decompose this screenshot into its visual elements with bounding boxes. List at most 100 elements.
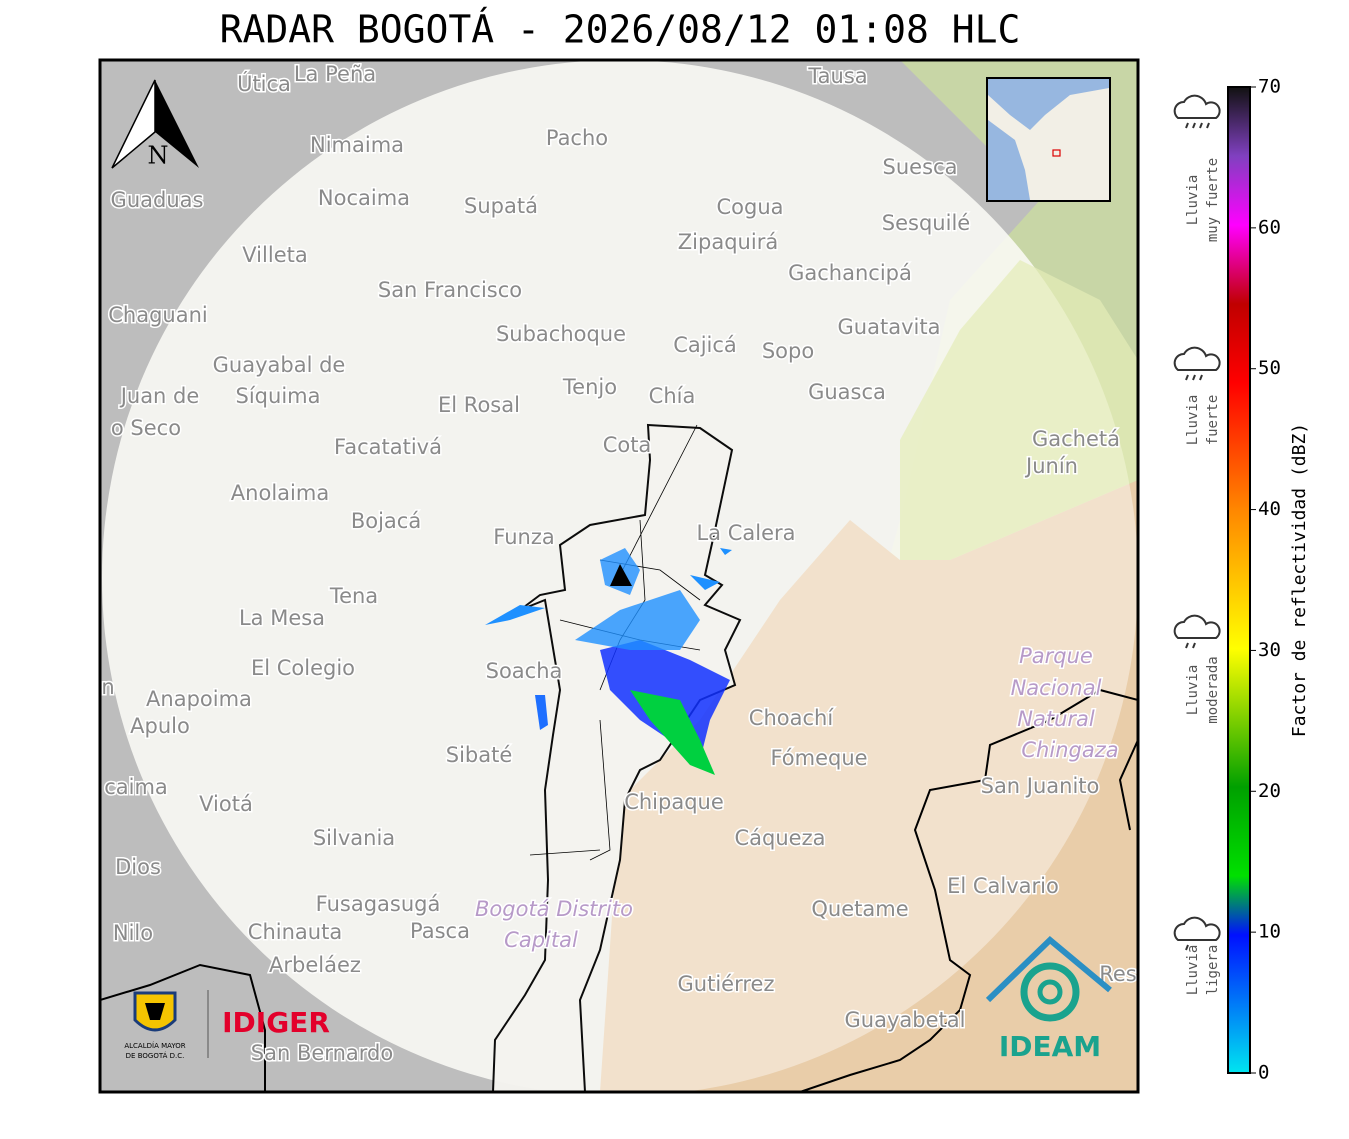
rain-drop xyxy=(1192,642,1196,649)
colorbar-tick-label: 70 xyxy=(1258,76,1281,98)
colorbar-ticks: 0 10 20 30 40 50 60 70 xyxy=(1250,76,1281,1084)
place-label: Chingaza xyxy=(1021,738,1118,762)
legend-label: Lluvia xyxy=(1185,665,1201,716)
logo-ideam: IDEAM xyxy=(985,935,1112,1063)
place-label: Cogua xyxy=(716,195,783,219)
place-label: Quetame xyxy=(811,897,908,921)
places: Útica La Peña Tausa Pacho Nimaima Guaduas Noca… xyxy=(100,61,1138,1067)
colorbar-tick-label: 30 xyxy=(1258,639,1281,661)
place-label: Viotá xyxy=(199,792,253,816)
place-label: La Calera xyxy=(696,521,795,545)
rain-drop xyxy=(1206,122,1210,129)
map xyxy=(100,60,1138,1092)
place-label: Supatá xyxy=(464,194,538,218)
place-label: Cota xyxy=(603,433,652,457)
place-label: San Bernardo xyxy=(251,1041,393,1065)
place-label: El Rosal xyxy=(438,393,520,417)
place-label: Villeta xyxy=(242,243,307,267)
inset-map xyxy=(986,77,1111,202)
place-label: Fusagasugá xyxy=(316,892,441,916)
place-label: San Juanito xyxy=(981,774,1100,798)
rain-drop xyxy=(1199,374,1203,381)
compass: N xyxy=(111,79,199,170)
rain-drop xyxy=(1192,374,1196,381)
compass-label: N xyxy=(148,142,169,170)
colorbar-tick-label: 40 xyxy=(1258,498,1281,520)
place-label: Silvania xyxy=(313,826,395,850)
rain-drop xyxy=(1185,944,1189,951)
legend-label: fuerte xyxy=(1205,395,1221,446)
place-label: Capital xyxy=(504,928,578,952)
colorbar xyxy=(1227,86,1251,1074)
rain-drop xyxy=(1185,642,1189,649)
place-label: Zipaquirá xyxy=(678,230,778,254)
place-label: Síquima xyxy=(236,384,321,408)
place-label: Soacha xyxy=(486,659,563,683)
rain-drop xyxy=(1185,374,1189,381)
place-label: Chipaque xyxy=(624,790,724,814)
place-label: Nimaima xyxy=(310,133,404,157)
place-label: Anolaima xyxy=(231,481,329,505)
place-label: Juan de xyxy=(119,384,200,408)
weather-icon xyxy=(1173,94,1221,119)
place-label: Funza xyxy=(493,525,554,549)
place-label: Junín xyxy=(1024,454,1078,478)
colorbar-tick-label: 0 xyxy=(1258,1062,1269,1084)
colorbar-tick-label: 20 xyxy=(1258,780,1281,802)
place-label: Sesquilé xyxy=(882,211,970,235)
place-label: caima xyxy=(104,775,168,799)
logo-alcaldia: ALCALDÍA MAYOR DE BOGOTÁ D.C. IDIGER xyxy=(124,990,330,1060)
rain-drop xyxy=(1185,122,1189,129)
legend-label: Lluvia xyxy=(1185,945,1201,996)
place-label: Arbeláez xyxy=(269,953,361,977)
place-label: Subachoque xyxy=(496,322,626,346)
place-label: Nocaima xyxy=(318,186,410,210)
title: RADAR BOGOTÁ - 2026/08/12 01:08 HLC xyxy=(220,8,1021,52)
logo-text: DE BOGOTÁ D.C. xyxy=(126,1051,185,1060)
place-label: Chía xyxy=(649,384,696,408)
rain-drop xyxy=(1192,122,1196,129)
rain-drop xyxy=(1199,122,1203,129)
place-label: n xyxy=(101,675,114,699)
place-label: Natural xyxy=(1017,707,1095,731)
legend-label: moderada xyxy=(1205,656,1221,723)
logo-ideam-text: IDEAM xyxy=(999,1030,1101,1063)
logo-text: ALCALDÍA MAYOR xyxy=(124,1041,185,1050)
place-label: Cáqueza xyxy=(735,826,826,850)
place-label: Útica xyxy=(237,71,291,96)
legend-label: ligera xyxy=(1205,945,1221,996)
weather-icon xyxy=(1173,916,1221,941)
place-label: El Calvario xyxy=(947,874,1059,898)
place-label: Bogotá Distrito xyxy=(475,897,633,921)
weather-icon xyxy=(1173,614,1221,639)
place-label: Nilo xyxy=(113,921,153,945)
place-label: Sibaté xyxy=(446,743,513,767)
place-label: Pasca xyxy=(410,919,470,943)
place-label: Guayabal de xyxy=(213,353,346,377)
place-label: Tausa xyxy=(807,64,867,88)
place-label: o Seco xyxy=(111,416,181,440)
legend-label: Lluvia xyxy=(1185,175,1201,226)
place-label: La Mesa xyxy=(239,606,325,630)
colorbar-tick-label: 60 xyxy=(1258,216,1281,238)
place-label: San Francisco xyxy=(378,278,522,302)
legend-label: muy fuerte xyxy=(1205,158,1221,242)
logo-idiger: IDIGER xyxy=(222,1006,330,1039)
place-label: Sopo xyxy=(762,339,814,363)
place-label: Suesca xyxy=(883,155,958,179)
place-label: Pacho xyxy=(546,126,608,150)
place-label: Guatavita xyxy=(838,315,941,339)
place-label: Tenjo xyxy=(562,375,617,399)
place-label: Guayabetal xyxy=(845,1008,966,1032)
weather-icon xyxy=(1173,346,1221,371)
place-label: Cajicá xyxy=(673,333,737,357)
place-label: Guaduas xyxy=(111,188,204,212)
place-label: Parque xyxy=(1019,644,1093,668)
place-label: Fómeque xyxy=(770,746,867,770)
place-label: Gachetá xyxy=(1032,427,1120,451)
map-frame xyxy=(98,58,1140,1094)
place-label: Gachancipá xyxy=(788,261,912,285)
colorbar-tick-label: 50 xyxy=(1258,357,1281,379)
place-label: Bojacá xyxy=(351,509,421,533)
